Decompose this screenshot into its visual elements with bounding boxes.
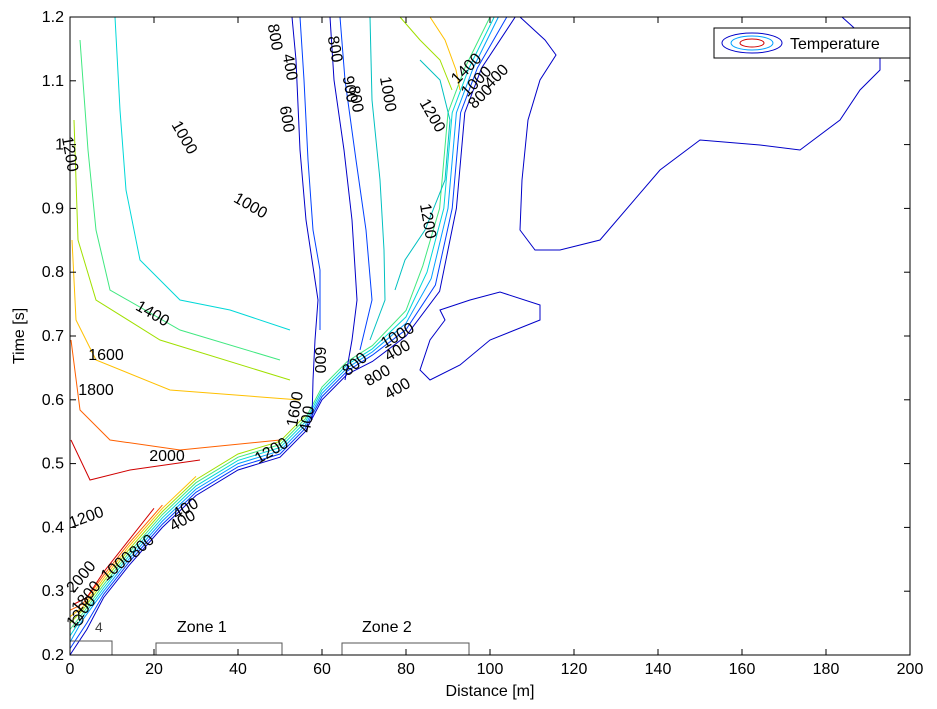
- y-tick-label: 1.1: [42, 73, 64, 90]
- contour-detail-line: [71, 239, 301, 401]
- contour-label: 1600: [88, 347, 124, 364]
- contour-label: 900: [339, 75, 360, 104]
- y-axis: 0.2 0.3 0.4 0.5 0.6 0.7 0.8 0.9 1 1.1 1.2: [42, 9, 910, 664]
- contour-detail-line: [73, 119, 291, 381]
- contour-detail-line: [70, 339, 281, 451]
- x-tick-label: 80: [397, 661, 415, 678]
- contour-detail-line: [291, 16, 319, 421]
- contour-line-2000: [73, 507, 155, 605]
- x-tick-label: 180: [813, 661, 840, 678]
- contour-detail-line: [419, 291, 541, 381]
- zone-small-label: 4: [95, 619, 103, 635]
- contour-label: 400: [297, 405, 318, 434]
- plot-background: [70, 17, 910, 655]
- y-tick-label: 0.4: [42, 519, 64, 536]
- y-axis-label: Time [s]: [11, 308, 28, 364]
- x-tick-label: 200: [897, 661, 924, 678]
- contour-line-1200: [69, 16, 491, 630]
- zone-annotations: 4 Zone 1 Zone 2: [70, 614, 470, 656]
- contour-line-1800: [69, 504, 163, 611]
- y-tick-label: 0.3: [42, 583, 64, 600]
- contour-detail-line: [299, 16, 321, 330]
- contour-detail-line: [369, 16, 386, 341]
- zone-2-label: Zone 2: [362, 619, 412, 636]
- contour-detail-line: [339, 16, 373, 351]
- zone-small-box: [70, 640, 113, 655]
- y-tick-label: 0.5: [42, 456, 64, 473]
- contour-detail-line: [329, 16, 358, 381]
- contour-label: 400: [279, 53, 300, 82]
- contour-label: 800: [264, 23, 285, 52]
- x-tick-label: 140: [645, 661, 672, 678]
- x-tick-label: 20: [145, 661, 163, 678]
- contour-line-1600: [69, 476, 197, 618]
- contour-label: 1200: [416, 202, 439, 240]
- contour-detail-line: [79, 39, 281, 361]
- y-tick-label: 0.2: [42, 647, 64, 664]
- legend-label: Temperature: [790, 36, 880, 53]
- y-tick-label: 0.7: [42, 328, 64, 345]
- legend-swatch-icon: [721, 32, 783, 54]
- x-tick-label: 160: [729, 661, 756, 678]
- contour-detail-line: [114, 16, 291, 331]
- x-tick-label: 120: [561, 661, 588, 678]
- contour-label: 2000: [149, 448, 185, 465]
- y-tick-label: 0.8: [42, 264, 64, 281]
- contour-label: 600: [276, 105, 297, 134]
- x-tick-label: 100: [477, 661, 504, 678]
- contour-label: 800: [345, 85, 366, 114]
- x-tick-label: 0: [66, 661, 75, 678]
- y-tick-label: 0.6: [42, 392, 64, 409]
- contour-detail-line: [394, 59, 451, 291]
- contour-label: 600: [311, 347, 328, 374]
- y-tick-label: 1.2: [42, 9, 64, 26]
- contour-detail-line: [70, 439, 201, 481]
- contour-line-400: [69, 16, 516, 656]
- contour-line-800: [69, 16, 499, 643]
- y-tick-label: 0.9: [42, 200, 64, 217]
- contour-detail-line: [399, 16, 453, 91]
- contour-label: 1800: [78, 382, 114, 399]
- contour-line-1000: [69, 16, 495, 637]
- x-axis: 0 20 40 60 80 100 120 140 160 180 200: [66, 17, 924, 678]
- contour-lines: [69, 16, 881, 656]
- contour-detail-line: [429, 16, 461, 91]
- x-tick-label: 40: [229, 661, 247, 678]
- contour-label: 1600: [284, 390, 307, 428]
- contour-label: 800: [324, 35, 345, 64]
- y-tick-label: 1: [55, 137, 64, 154]
- contour-label: 1000: [376, 75, 399, 113]
- contour-line-600: [69, 16, 508, 649]
- contour-line-1400: [69, 415, 306, 624]
- legend: Temperature: [713, 27, 911, 59]
- x-tick-label: 60: [313, 661, 331, 678]
- contour-detail-line: [519, 16, 881, 251]
- zone-1-label: Zone 1: [177, 619, 227, 636]
- marker-circle: [72, 614, 84, 626]
- x-axis-label: Distance [m]: [446, 683, 535, 700]
